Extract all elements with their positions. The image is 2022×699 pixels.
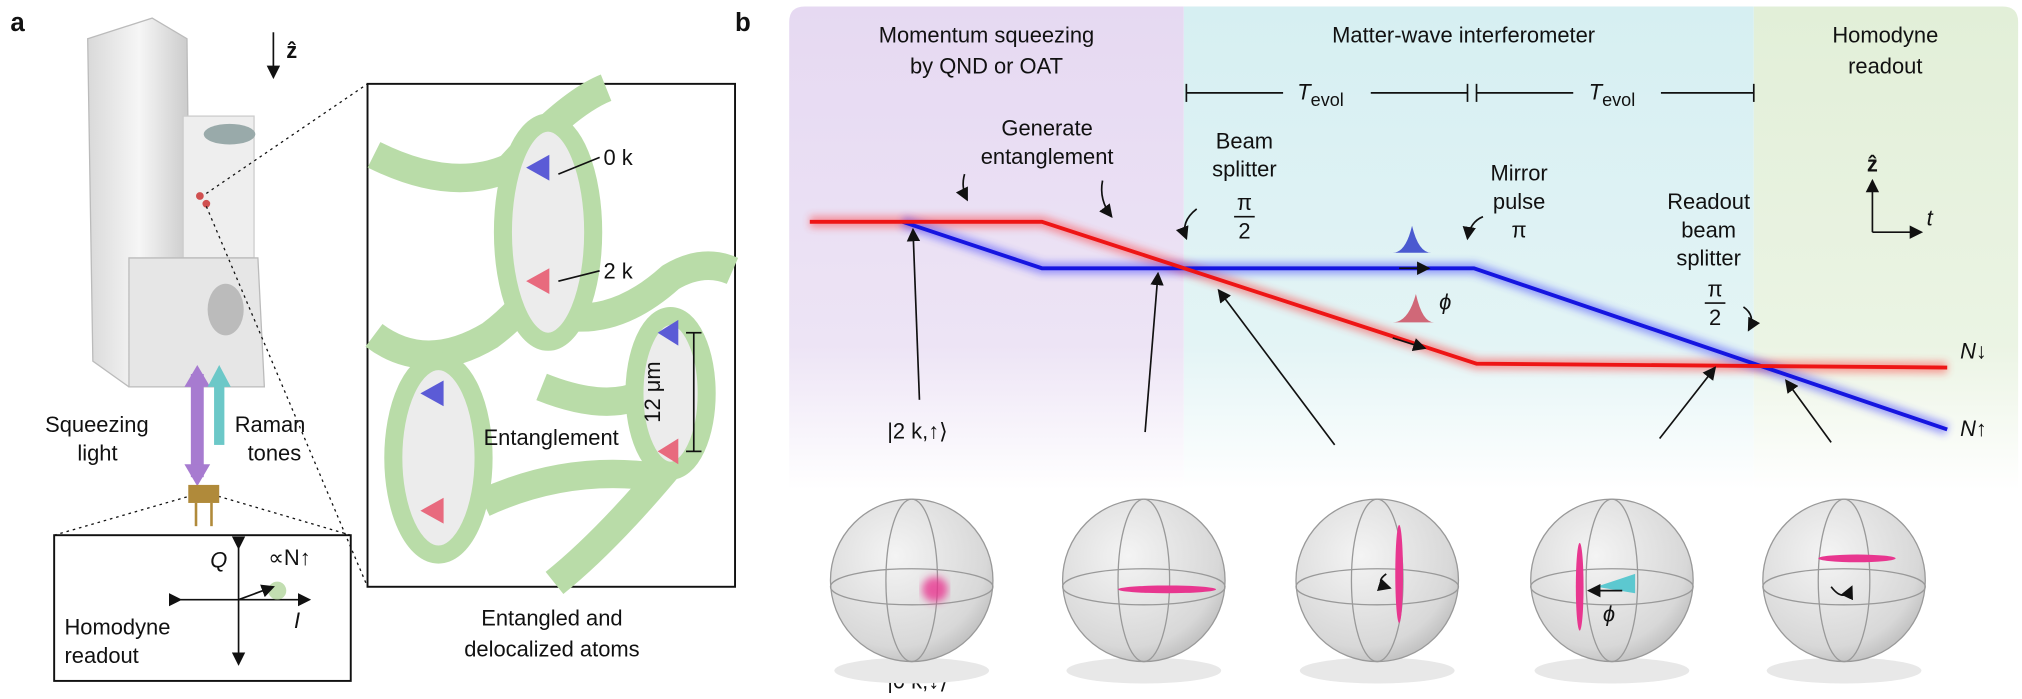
panel-label: a bbox=[10, 9, 25, 37]
text-line: tones bbox=[248, 440, 302, 465]
device-hole bbox=[208, 284, 244, 336]
text-line: Beam bbox=[1216, 128, 1273, 153]
phase-label: ϕ bbox=[1603, 602, 1615, 627]
figure: a ẑ Squeezing light Ramantones Q I ∝N↑ Ho… bbox=[0, 0, 2022, 699]
detector bbox=[188, 485, 219, 503]
phase-label: ϕ bbox=[1439, 290, 1451, 315]
text-line: beam bbox=[1681, 217, 1736, 242]
device-lens bbox=[204, 124, 256, 145]
squeezing-beam bbox=[191, 374, 204, 477]
text-line: light bbox=[77, 440, 117, 465]
state-0k-label: 0 k bbox=[604, 145, 633, 170]
squeezing-label: Squeezing light bbox=[45, 412, 149, 465]
text-line: Generate bbox=[1001, 115, 1092, 140]
text-line: Entangled and bbox=[481, 605, 622, 630]
n-down: N↓ bbox=[1960, 339, 1987, 364]
text-line: splitter bbox=[1676, 246, 1741, 271]
state-up: |2 k,↑⟩ bbox=[887, 418, 947, 443]
text-line: entanglement bbox=[981, 144, 1114, 169]
raman-beam bbox=[214, 380, 224, 444]
section-interferometer bbox=[1184, 6, 1754, 490]
text-line: Homodyne bbox=[1832, 23, 1938, 48]
text-line: Squeezing bbox=[45, 412, 149, 437]
fraction-num: π bbox=[1708, 277, 1723, 302]
i-label: I bbox=[294, 608, 300, 633]
state-2k-label: 2 k bbox=[604, 259, 633, 284]
text-line: readout bbox=[64, 643, 138, 668]
bloch-spheres bbox=[830, 499, 1925, 683]
zoom-line bbox=[54, 497, 188, 536]
text-line: Homodyne bbox=[64, 614, 170, 639]
fraction-num: π bbox=[1237, 190, 1252, 215]
scale-label: 12 μm bbox=[640, 361, 665, 422]
fraction-den: 2 bbox=[1238, 219, 1250, 244]
t-label: t bbox=[1927, 206, 1934, 231]
state-blob bbox=[268, 582, 286, 600]
text-line: evol bbox=[1311, 90, 1344, 110]
entanglement-label: Entanglement bbox=[484, 425, 619, 450]
text-line: Mirror bbox=[1490, 161, 1547, 186]
text-line: by QND or OAT bbox=[910, 54, 1063, 79]
q-label: Q bbox=[210, 547, 227, 572]
proportional-label: ∝N↑ bbox=[268, 545, 310, 570]
text-line: delocalized atoms bbox=[464, 636, 639, 661]
zoom-caption: Entangled and delocalized atoms bbox=[464, 605, 639, 661]
text-line: evol bbox=[1602, 90, 1635, 110]
fraction-den: 2 bbox=[1709, 305, 1721, 330]
z-label: ẑ bbox=[1867, 152, 1878, 177]
section-title: Matter-wave interferometer bbox=[1332, 23, 1595, 48]
n-up: N↑ bbox=[1960, 416, 1987, 441]
text-line: π bbox=[1512, 217, 1527, 242]
axis-label: ẑ bbox=[286, 38, 297, 63]
zoom-line bbox=[219, 497, 351, 536]
text-line: splitter bbox=[1212, 157, 1277, 182]
panel-b: b Momentum squeezing by QND or OAT Matter… bbox=[735, 6, 2018, 693]
text-line: Readout bbox=[1667, 189, 1750, 214]
text-line: readout bbox=[1848, 54, 1922, 79]
squeezing-arrow bbox=[184, 464, 210, 486]
text-line: Momentum squeezing bbox=[879, 23, 1095, 48]
panel-label: b bbox=[735, 9, 751, 37]
text-line: pulse bbox=[1493, 189, 1545, 214]
atoms bbox=[196, 192, 204, 200]
